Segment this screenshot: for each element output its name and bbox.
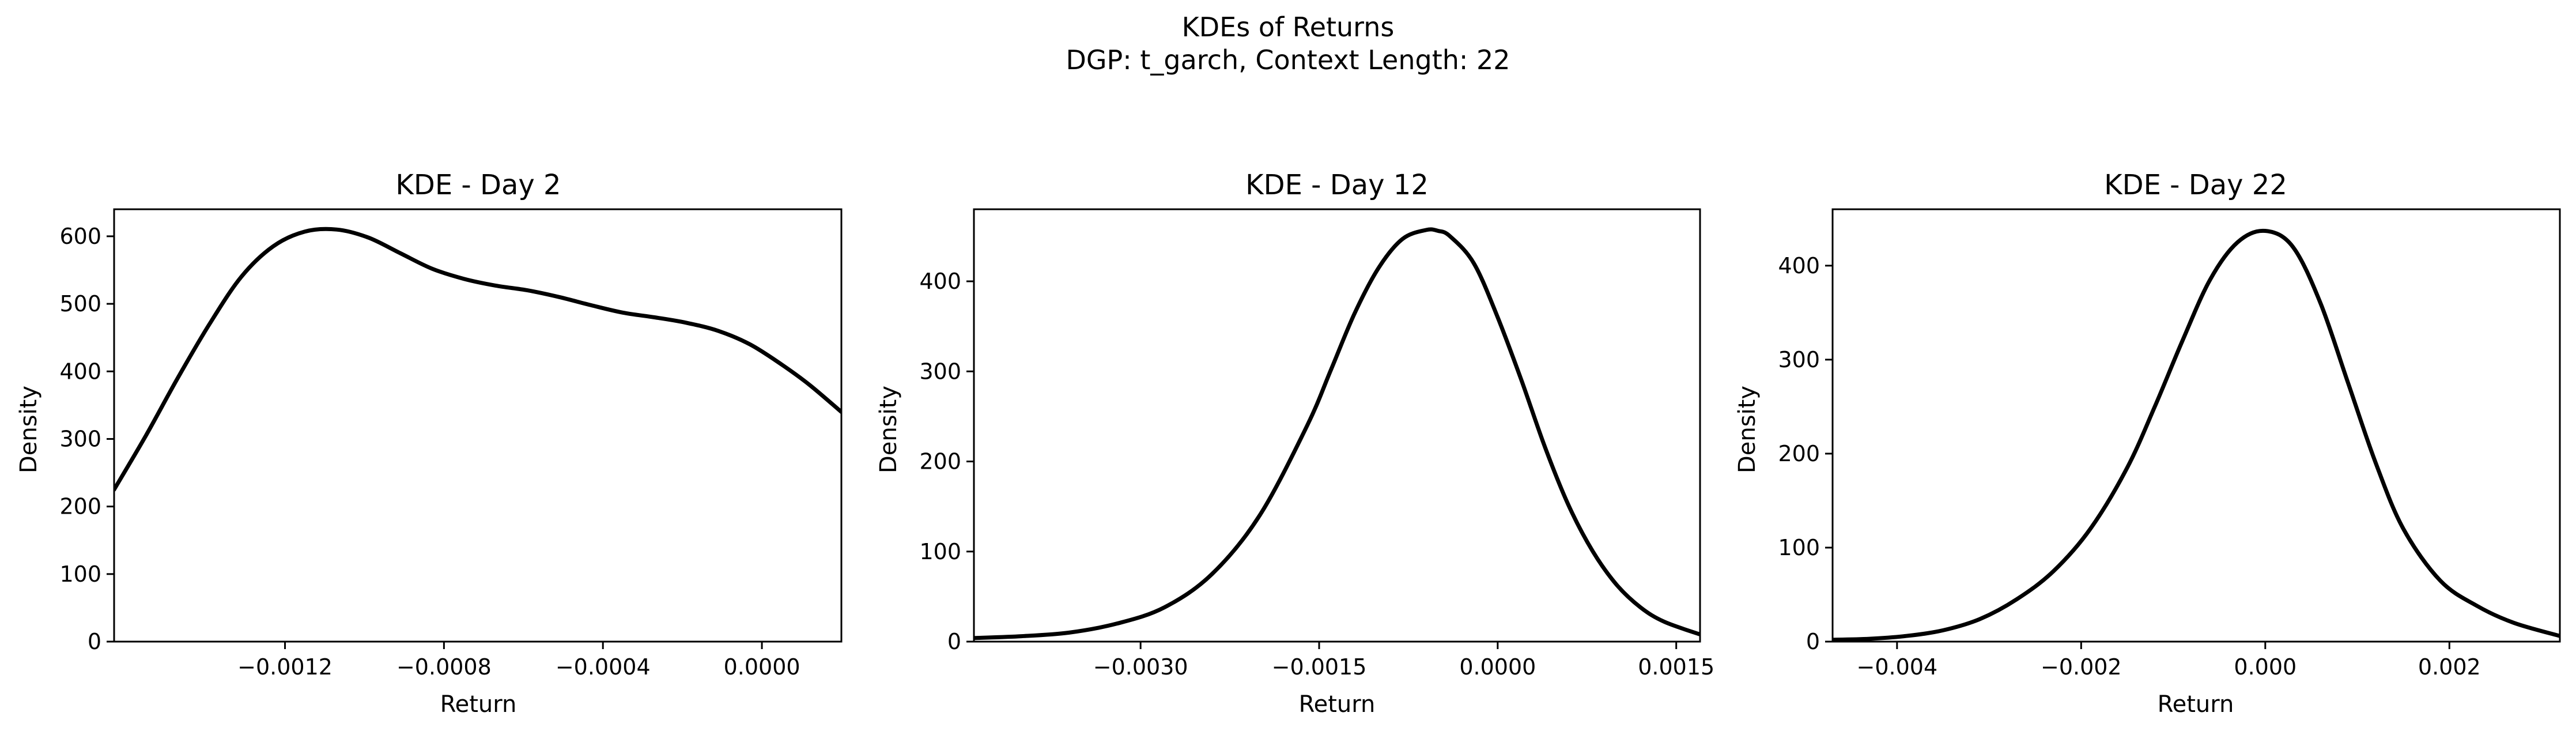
plot-area: −0.0012 −0.0008 −0.0004 0.0000 0 100 200 300 400… <box>59 208 843 680</box>
y-tick-label: 300 <box>59 426 101 451</box>
x-tick-label: 0.0015 <box>1638 654 1714 680</box>
x-tick-label: −0.004 <box>1857 654 1938 680</box>
y-tick-label: 100 <box>919 539 961 564</box>
subplot-title: KDE - Day 22 <box>2104 169 2287 201</box>
kde-line <box>1833 228 2560 642</box>
y-tick-label: 300 <box>1778 347 1820 372</box>
kde-line <box>114 227 841 492</box>
x-tick-label: −0.0030 <box>1093 654 1188 680</box>
plot-area: −0.0030 −0.0015 0.0000 0.0015 0 100 200 300 400 <box>919 208 1714 680</box>
x-tick-label: −0.002 <box>2041 654 2122 680</box>
y-tick-label: 400 <box>1778 253 1820 278</box>
y-axis-label: Density <box>16 386 42 473</box>
x-axis-label: Return <box>1299 691 1376 718</box>
y-tick-label: 200 <box>59 494 101 519</box>
x-axis-label: Return <box>440 691 517 718</box>
y-tick-label: 100 <box>59 561 101 587</box>
y-tick-label: 200 <box>919 449 961 474</box>
axes-frame <box>1831 208 2561 643</box>
y-tick-label: 400 <box>919 269 961 294</box>
x-tick-label: −0.0004 <box>556 654 651 680</box>
x-tick-label: 0.0000 <box>1459 654 1536 680</box>
y-axis-label: Density <box>875 386 902 473</box>
y-tick-label: 300 <box>919 359 961 384</box>
x-tick-label: −0.0012 <box>237 654 333 680</box>
y-tick-label: 400 <box>59 359 101 384</box>
y-axis-label: Density <box>1734 386 1761 473</box>
axes-frame <box>113 208 843 643</box>
subplot-title: KDE - Day 12 <box>1245 169 1429 201</box>
x-axis-label: Return <box>2158 691 2234 718</box>
y-tick-label: 0 <box>947 629 961 654</box>
y-tick-label: 500 <box>59 291 101 316</box>
plot-area: −0.004 −0.002 0.000 0.002 0 100 200 300 400 <box>1778 208 2561 680</box>
y-tick-label: 0 <box>88 629 101 654</box>
x-tick-label: −0.0015 <box>1272 654 1367 680</box>
y-tick-label: 100 <box>1778 535 1820 560</box>
kde-line <box>974 227 1700 640</box>
x-tick-label: −0.0008 <box>396 654 492 680</box>
subplot-day-2: KDE - Day 2 Density Return −0.0012 −0.000… <box>16 169 843 718</box>
x-tick-label: 0.0000 <box>724 654 800 680</box>
figure-title-line2: DGP: t_garch, Context Length: 22 <box>1066 44 1510 76</box>
subplot-day-22: KDE - Day 22 Density Return −0.004 −0.002… <box>1734 169 2561 718</box>
y-tick-label: 200 <box>1778 441 1820 466</box>
y-tick-label: 0 <box>1806 629 1820 654</box>
x-tick-label: 0.000 <box>2234 654 2297 680</box>
axes-frame <box>973 208 1701 643</box>
figure-title-line1: KDEs of Returns <box>1182 12 1395 43</box>
y-tick-label: 600 <box>59 224 101 249</box>
subplot-day-12: KDE - Day 12 Density Return −0.0030 −0.00… <box>875 169 1714 718</box>
subplot-title: KDE - Day 2 <box>395 169 561 201</box>
x-tick-label: 0.002 <box>2418 654 2481 680</box>
